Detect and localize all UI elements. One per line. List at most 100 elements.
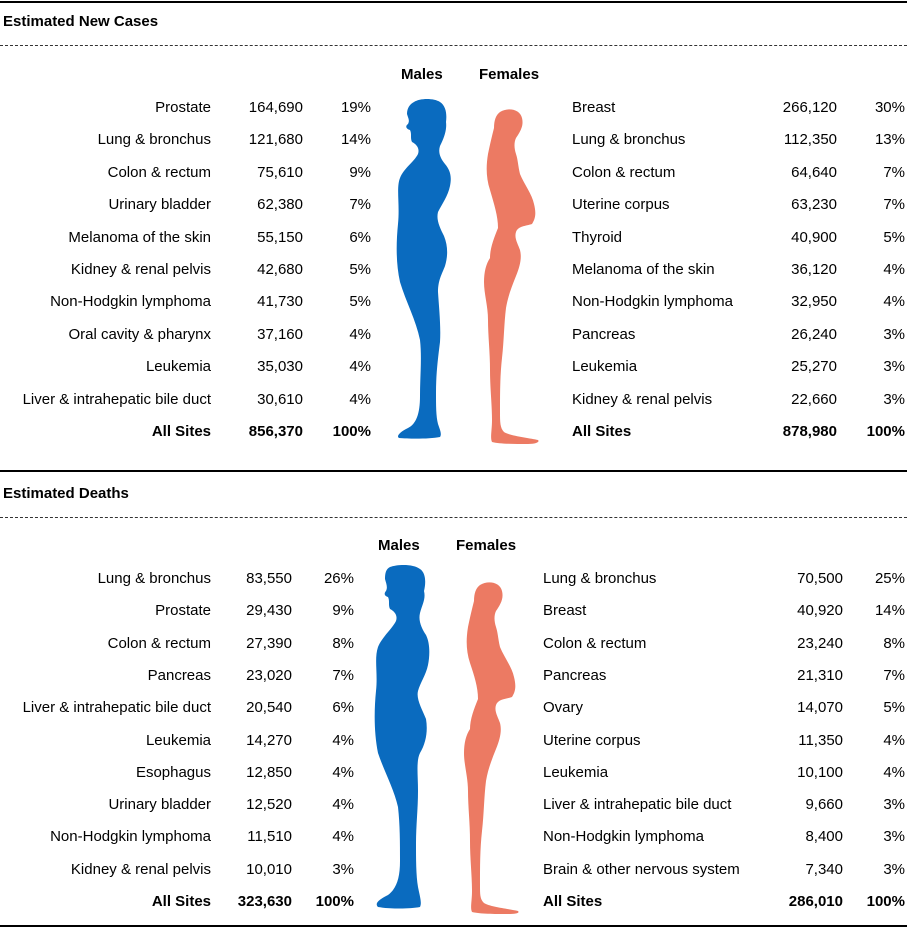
site-label: All Sites <box>543 893 603 910</box>
site-label: Urinary bladder <box>108 196 211 214</box>
site-label: Esophagus <box>135 763 211 781</box>
section-divider-new-cases <box>0 45 907 46</box>
percent-value: 6% <box>332 699 354 717</box>
percent-value: 4% <box>883 731 905 749</box>
percent-value: 3% <box>883 390 905 408</box>
count-value: 83,550 <box>246 570 292 587</box>
table-row: Pancreas 21,310 7% <box>0 666 907 686</box>
section-title-deaths: Estimated Deaths <box>3 485 129 502</box>
percent-value: 19% <box>340 99 371 116</box>
table-row: Breast 266,120 30% <box>0 98 907 118</box>
percent-value: 7% <box>332 666 354 684</box>
count-value: 286,010 <box>788 893 843 910</box>
percent-value: 4% <box>332 828 354 846</box>
count-value: 121,680 <box>248 131 303 149</box>
percent-value: 7% <box>883 666 905 684</box>
count-value: 11,350 <box>798 731 843 749</box>
site-label: Ovary <box>543 699 584 717</box>
site-label: Uterine corpus <box>543 731 641 749</box>
top-rule <box>0 1 907 3</box>
site-label: Brain & other nervous system <box>543 860 740 878</box>
site-label: Leukemia <box>145 731 211 749</box>
percent-value: 100% <box>332 423 371 440</box>
site-label: Colon & rectum <box>543 634 647 652</box>
percent-value: 4% <box>883 763 905 781</box>
table-row: Lung & bronchus 112,350 13% <box>0 130 907 150</box>
percent-value: 5% <box>883 699 905 717</box>
percent-value: 3% <box>883 828 905 846</box>
table-row: All Sites 286,010 100% <box>0 892 907 912</box>
table-row: Uterine corpus 63,230 7% <box>0 195 907 215</box>
site-label: Non-Hodgkin lymphoma <box>50 293 211 311</box>
count-value: 21,310 <box>797 666 843 684</box>
site-label: Melanoma of the skin <box>572 261 715 278</box>
percent-value: 3% <box>883 358 905 376</box>
count-value: 29,430 <box>246 602 292 620</box>
table-row: Non-Hodgkin lymphoma 8,400 3% <box>0 827 907 847</box>
table-row: Urinary bladder 12,520 4% <box>0 795 907 815</box>
site-label: Thyroid <box>572 228 623 246</box>
table-row: Kidney & renal pelvis 10,010 3% <box>0 860 907 880</box>
site-label: Lung & bronchus <box>543 570 657 587</box>
table-row: Liver & intrahepatic bile duct 9,660 3% <box>0 795 907 815</box>
site-label: Pancreas <box>147 666 211 684</box>
table-row: Pancreas 26,240 3% <box>0 325 907 345</box>
percent-value: 3% <box>332 860 354 878</box>
percent-value: 8% <box>332 634 354 652</box>
site-label: Leukemia <box>572 358 638 376</box>
percent-value: 13% <box>874 131 905 149</box>
count-value: 9,660 <box>805 796 843 814</box>
site-label: Liver & intrahepatic bile duct <box>543 796 732 814</box>
table-row: Colon & rectum 75,610 9% <box>0 163 907 183</box>
table-row: Ovary 14,070 5% <box>0 698 907 718</box>
percent-value: 5% <box>883 228 905 246</box>
site-label: Colon & rectum <box>572 163 676 181</box>
percent-value: 3% <box>883 860 905 878</box>
site-label: Leukemia <box>543 763 609 781</box>
table-row: Uterine corpus 11,350 4% <box>0 731 907 751</box>
count-value: 112,350 <box>783 131 837 149</box>
site-label: Kidney & renal pelvis <box>70 261 211 278</box>
site-label: Prostate <box>155 602 211 620</box>
bottom-rule <box>0 925 907 927</box>
table-row: Leukemia 14,270 4% <box>0 731 907 751</box>
percent-value: 25% <box>874 570 905 587</box>
site-label: Kidney & renal pelvis <box>70 860 211 878</box>
site-label: Non-Hodgkin lymphoma <box>50 828 211 846</box>
table-row: Urinary bladder 62,380 7% <box>0 195 907 215</box>
percent-value: 8% <box>883 634 905 652</box>
percent-value: 4% <box>332 796 354 814</box>
table-row: Non-Hodgkin lymphoma 32,950 4% <box>0 292 907 312</box>
table-row: Non-Hodgkin lymphoma 41,730 5% <box>0 292 907 312</box>
count-value: 8,400 <box>805 828 843 846</box>
site-label: All Sites <box>572 423 632 440</box>
table-row: Liver & intrahepatic bile duct 30,610 4% <box>0 390 907 410</box>
table-row: Leukemia 10,100 4% <box>0 763 907 783</box>
count-value: 23,240 <box>797 634 843 652</box>
count-value: 75,610 <box>257 163 303 181</box>
count-value: 11,510 <box>247 828 292 846</box>
female-figure-new-cases <box>484 109 539 444</box>
table-row: Kidney & renal pelvis 42,680 5% <box>0 260 907 280</box>
male-figure-new-cases <box>396 99 451 439</box>
table-row: Colon & rectum 27,390 8% <box>0 634 907 654</box>
percent-value: 14% <box>874 602 905 620</box>
count-value: 40,900 <box>791 228 837 246</box>
site-label: Breast <box>572 99 616 116</box>
count-value: 40,920 <box>797 602 843 620</box>
table-row: Kidney & renal pelvis 22,660 3% <box>0 390 907 410</box>
count-value: 37,160 <box>257 325 303 343</box>
site-label: Melanoma of the skin <box>68 228 211 246</box>
count-value: 10,100 <box>797 763 843 781</box>
table-row: Pancreas 23,020 7% <box>0 666 907 686</box>
percent-value: 30% <box>874 99 905 116</box>
site-label: Oral cavity & pharynx <box>68 325 211 343</box>
site-label: Urinary bladder <box>108 796 211 814</box>
females-header-new-cases: Females <box>479 66 540 83</box>
count-value: 12,520 <box>246 796 292 814</box>
table-row: Liver & intrahepatic bile duct 20,540 6% <box>0 698 907 718</box>
count-value: 26,240 <box>791 325 837 343</box>
percent-value: 26% <box>323 570 354 587</box>
count-value: 42,680 <box>257 261 303 278</box>
count-value: 25,270 <box>791 358 837 376</box>
